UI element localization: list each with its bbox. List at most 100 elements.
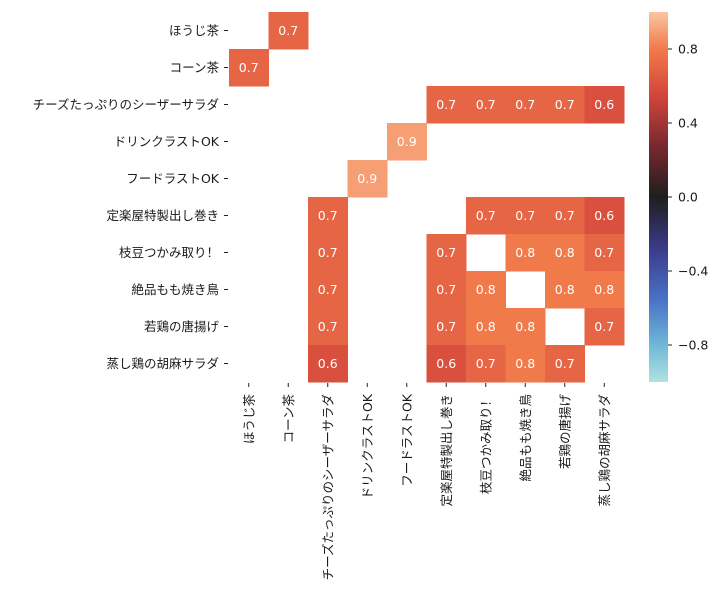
heatmap-cell [466, 308, 506, 346]
heatmap-cells [229, 12, 625, 383]
y-tick-label: 定楽屋特製出し巻き [106, 208, 219, 223]
y-tick-label: 枝豆つかみ取り！ [119, 245, 219, 260]
heatmap-cell [308, 271, 348, 309]
cell-value-label: 0.8 [476, 319, 496, 334]
cell-value-label: 0.7 [555, 356, 575, 371]
x-tick-label: 蒸し鶏の胡麻サラダ [597, 394, 612, 507]
heatmap-cell [466, 271, 506, 309]
x-tick-label: ドリンクラストOK [360, 393, 375, 499]
heatmap-cell [347, 160, 388, 198]
y-tick-label: 蒸し鶏の胡麻サラダ [106, 356, 219, 371]
heatmap-cell [505, 308, 546, 346]
cell-value-label: 0.6 [594, 97, 614, 112]
heatmap-cell [545, 345, 585, 383]
y-tick-label: 若鶏の唐揚げ [144, 319, 220, 334]
heatmap-cell [308, 234, 348, 272]
x-tick-label: 枝豆つかみ取り！ [478, 394, 493, 494]
heatmap-cell [387, 123, 427, 161]
cell-value-label: 0.7 [476, 208, 496, 223]
x-tick-label: ほうじ茶 [241, 394, 256, 445]
heatmap-cell [466, 86, 506, 124]
heatmap-cell [426, 345, 467, 383]
cell-value-label: 0.6 [318, 356, 338, 371]
colorbar: −0.8 −0.4 0.0 0.4 0.8 [649, 12, 708, 382]
x-tick-label: 絶品もも焼き鳥 [518, 394, 533, 482]
cell-value-label: 0.9 [397, 134, 417, 149]
colorbar-tick-label: 0.0 [678, 190, 698, 205]
x-tick-label: 定楽屋特製出し巻き [439, 394, 454, 507]
heatmap-cell [545, 197, 585, 235]
heatmap-cell [545, 271, 585, 309]
y-tick-label: 絶品もも焼き鳥 [131, 282, 219, 297]
y-tick-label: ほうじ茶 [169, 23, 220, 38]
y-tick-label: コーン茶 [170, 60, 220, 75]
heatmap-cell-labels: 0.7 0.7 0.7 0.7 0.7 0.7 0.6 0.9 0.9 0.7 0.7 0.7 0.7 0… [239, 23, 614, 371]
cell-value-label: 0.7 [476, 97, 496, 112]
cell-value-label: 0.7 [318, 319, 338, 334]
cell-value-label: 0.8 [555, 282, 575, 297]
heatmap-cell [584, 86, 625, 124]
colorbar-tick-label: 0.8 [678, 42, 698, 57]
heatmap-cell [466, 197, 506, 235]
heatmap-cell [308, 345, 348, 383]
cell-value-label: 0.7 [318, 282, 338, 297]
cell-value-label: 0.8 [515, 245, 535, 260]
heatmap-cell [308, 308, 348, 346]
heatmap-cell [426, 271, 467, 309]
cell-value-label: 0.7 [318, 245, 338, 260]
cell-value-label: 0.6 [436, 356, 456, 371]
heatmap-cell [505, 86, 546, 124]
heatmap-cell [584, 234, 625, 272]
heatmap-cell [426, 86, 467, 124]
heatmap-cell [268, 12, 309, 50]
cell-value-label: 0.8 [594, 282, 614, 297]
cell-value-label: 0.8 [515, 356, 535, 371]
cell-value-label: 0.7 [436, 245, 456, 260]
heatmap-cell [505, 345, 546, 383]
y-tick-label: ドリンクラストOK [114, 134, 220, 149]
heatmap-cell [584, 197, 625, 235]
colorbar-tick-label: −0.8 [678, 338, 708, 353]
x-tick-label: 若鶏の唐揚げ [557, 394, 572, 470]
y-tick-label: フードラストOK [126, 171, 220, 186]
cell-value-label: 0.7 [436, 97, 456, 112]
cell-value-label: 0.7 [515, 208, 535, 223]
colorbar-gradient [649, 12, 668, 382]
x-axis: ほうじ茶 コーン茶 チーズたっぷりのシーザーサラダ ドリンクラストOK フードラストOK… [241, 383, 612, 580]
x-tick-label: コーン茶 [281, 394, 296, 444]
heatmap-cell [466, 345, 506, 383]
cell-value-label: 0.7 [278, 23, 298, 38]
cell-value-label: 0.8 [515, 319, 535, 334]
cell-value-label: 0.7 [594, 245, 614, 260]
cell-value-label: 0.7 [436, 319, 456, 334]
x-tick-label: チーズたっぷりのシーザーサラダ [320, 394, 335, 580]
cell-value-label: 0.7 [318, 208, 338, 223]
heatmap-cell [545, 234, 585, 272]
cell-value-label: 0.6 [594, 208, 614, 223]
colorbar-tick-label: −0.4 [678, 264, 708, 279]
y-tick-label: チーズたっぷりのシーザーサラダ [33, 97, 219, 112]
heatmap-cell [308, 197, 348, 235]
heatmap-cell [505, 197, 546, 235]
heatmap-cell [229, 49, 269, 87]
cell-value-label: 0.7 [436, 282, 456, 297]
heatmap-cell [584, 271, 625, 309]
heatmap-cell [426, 308, 467, 346]
cell-value-label: 0.9 [357, 171, 377, 186]
cell-value-label: 0.7 [555, 97, 575, 112]
x-tick-label: フードラストOK [399, 393, 414, 487]
cell-value-label: 0.8 [555, 245, 575, 260]
heatmap-cell [505, 234, 546, 272]
cell-value-label: 0.7 [476, 356, 496, 371]
colorbar-ticks: −0.8 −0.4 0.0 0.4 0.8 [668, 42, 708, 353]
cell-value-label: 0.7 [239, 60, 259, 75]
heatmap-cell [426, 234, 467, 272]
cell-value-label: 0.8 [476, 282, 496, 297]
cell-value-label: 0.7 [555, 208, 575, 223]
cell-value-label: 0.7 [515, 97, 535, 112]
colorbar-tick-label: 0.4 [678, 116, 698, 131]
heatmap-cell [584, 308, 625, 346]
heatmap-cell [545, 86, 585, 124]
